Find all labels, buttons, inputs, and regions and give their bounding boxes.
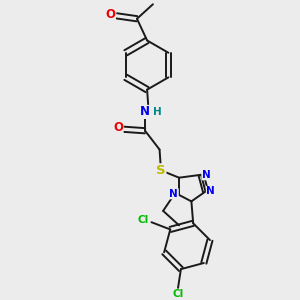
Text: Cl: Cl: [172, 289, 184, 299]
Text: O: O: [105, 8, 116, 21]
Text: N: N: [202, 170, 211, 180]
Text: N: N: [169, 189, 178, 199]
Text: S: S: [156, 164, 166, 177]
Text: N: N: [206, 187, 215, 196]
Text: N: N: [140, 105, 150, 119]
Text: H: H: [153, 107, 162, 117]
Text: Cl: Cl: [137, 215, 148, 225]
Text: O: O: [113, 122, 123, 134]
